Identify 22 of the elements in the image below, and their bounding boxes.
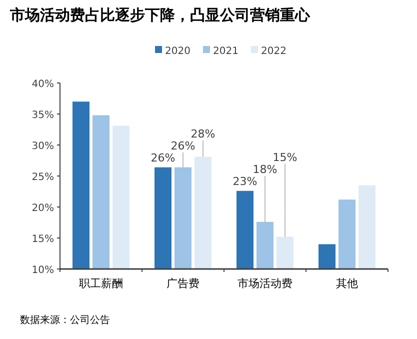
chart-title: 市场活动费占比逐步下降，凸显公司营销重心 <box>9 6 311 24</box>
x-tick-label: 广告费 <box>166 277 200 290</box>
y-tick-label: 30% <box>32 141 54 152</box>
data-label: 15% <box>272 150 298 164</box>
y-tick-label: 15% <box>32 234 54 245</box>
data-label: 26% <box>150 151 176 164</box>
data-label: 26% <box>170 139 196 152</box>
data-label: 18% <box>252 162 278 176</box>
y-tick-label: 20% <box>32 203 54 214</box>
y-tick-label: 40% <box>32 79 54 90</box>
x-tick-label: 职工薪酬 <box>79 277 123 290</box>
legend-label: 2020 <box>165 46 190 57</box>
legend-label: 2022 <box>261 46 286 57</box>
y-tick-label: 10% <box>32 265 54 276</box>
legend-label: 2021 <box>213 46 238 57</box>
data-label: 28% <box>190 127 216 140</box>
source-note: 数据来源：公司公告 <box>20 314 110 326</box>
y-tick-label: 25% <box>32 172 54 183</box>
x-tick-label: 市场活动费 <box>238 277 292 290</box>
y-tick-label: 35% <box>32 110 54 121</box>
data-label: 23% <box>232 174 258 188</box>
x-tick-label: 其他 <box>336 277 358 290</box>
